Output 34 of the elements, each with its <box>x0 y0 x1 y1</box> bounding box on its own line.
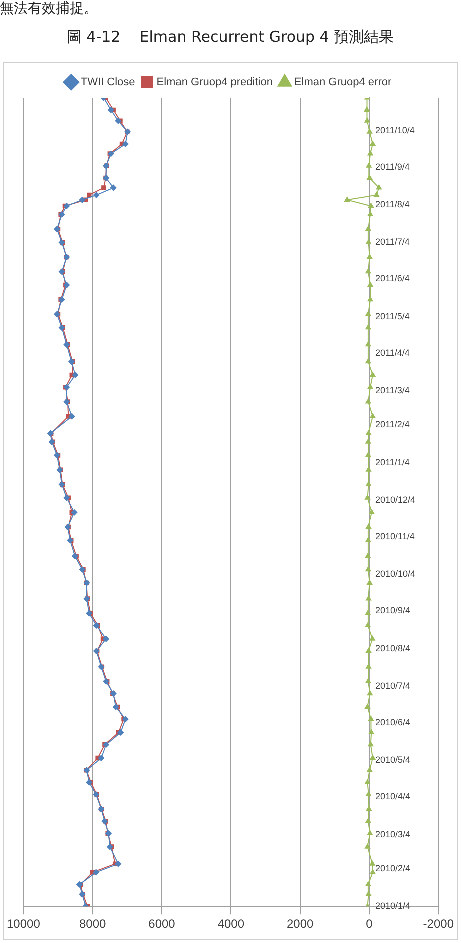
y-tick-label: 2011/3/4 <box>375 386 410 396</box>
legend-label: Elman Gruop4 predition <box>156 76 273 89</box>
y-tick-label: 2010/6/4 <box>375 717 411 728</box>
y-tick-label: 2011/5/4 <box>375 311 410 322</box>
y-tick-label: 2010/12/4 <box>375 494 416 505</box>
text: 無法有效捕捉。 <box>0 0 98 18</box>
y-tick-label: 2011/10/4 <box>375 125 415 136</box>
y-tick-label: 2010/11/4 <box>375 531 415 542</box>
y-tick-label: 2011/1/4 <box>375 457 410 468</box>
y-tick-label: 2010/8/4 <box>375 643 411 654</box>
y-tick-label: 2010/5/4 <box>375 755 411 766</box>
x-tick-label: -2000 <box>423 917 454 932</box>
x-tick-label: 0 <box>366 917 374 932</box>
y-tick-label: 2010/9/4 <box>375 606 411 616</box>
y-tick-label: 2010/3/4 <box>375 829 411 840</box>
legend-label: Elman Gruop4 error <box>294 76 392 89</box>
chart-title: 圖 4-12 Elman Recurrent Group 4 預測結果 <box>66 28 396 47</box>
y-tick-label: 2011/9/4 <box>375 162 410 172</box>
y-tick-label: 2011/4/4 <box>375 348 410 358</box>
x-tick-label: 6000 <box>148 917 176 932</box>
x-tick-label: 8000 <box>79 917 107 932</box>
x-tick-label: 2000 <box>286 917 314 932</box>
y-tick-label: 2010/7/4 <box>375 681 411 691</box>
y-tick-label: 2010/1/4 <box>375 901 411 912</box>
y-tick-label: 2011/8/4 <box>375 199 410 210</box>
y-tick-label: 2010/10/4 <box>375 569 416 580</box>
y-tick-label: 2011/7/4 <box>375 237 410 248</box>
y-tick-label: 2010/2/4 <box>375 863 411 874</box>
x-tick-label: 4000 <box>218 917 245 932</box>
legend-label: TWII Close <box>80 76 136 89</box>
y-tick-label: 2011/6/4 <box>375 274 410 284</box>
y-tick-label: 2011/2/4 <box>375 420 410 430</box>
x-tick-label: 10000 <box>6 917 41 932</box>
y-tick-label: 2010/4/4 <box>375 792 411 802</box>
